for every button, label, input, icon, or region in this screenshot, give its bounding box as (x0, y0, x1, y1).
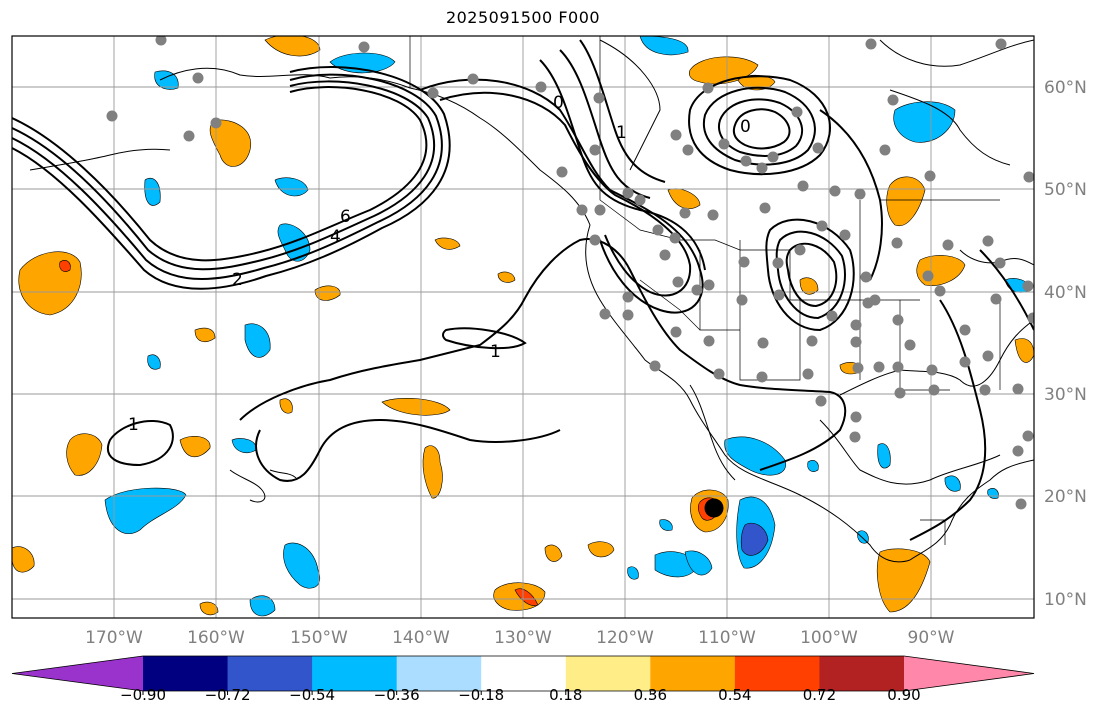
contour-label: 0 (740, 117, 751, 137)
longitude-labels: 170°W 160°W 150°W 140°W 130°W 120°W 110°… (85, 628, 955, 648)
graticule (12, 36, 1034, 618)
lon-label: 170°W (85, 628, 143, 648)
colorbar-band (143, 656, 229, 691)
station-markers (106, 36, 1034, 510)
lat-label: 10°N (1044, 590, 1087, 610)
map-title: 2025091500 F000 (445, 8, 601, 27)
colorbar-band (819, 656, 905, 691)
contour-label: 1 (490, 342, 501, 362)
contour-label: 1 (616, 123, 627, 143)
lat-label: 30°N (1044, 385, 1087, 405)
colorbar: −0.90 −0.72 −0.54 −0.36 −0.18 0.18 0.36 0.54 0.7… (11, 655, 1035, 704)
lat-label: 60°N (1044, 78, 1087, 98)
lon-label: 150°W (290, 628, 348, 648)
lon-label: 90°W (908, 628, 955, 648)
colorbar-extend-max (904, 656, 1034, 691)
contour-label: 6 (340, 207, 351, 227)
colorbar-band (734, 656, 820, 691)
colorbar-band (396, 656, 482, 691)
colorbar-tick-label: −0.36 (374, 686, 420, 704)
colorbar-tick-label: −0.18 (458, 686, 504, 704)
contour-label: 2 (232, 270, 243, 290)
contour-label: 0 (553, 93, 564, 113)
colorbar-band (312, 656, 398, 691)
lon-label: 120°W (596, 628, 654, 648)
colorbar-tick-label: −0.72 (205, 686, 251, 704)
coastlines (29, 39, 1034, 563)
colorbar-tick-label: 0.90 (887, 686, 920, 704)
colorbar-extend-min (12, 656, 143, 691)
lon-label: 100°W (800, 628, 858, 648)
contour-label: 1 (128, 415, 139, 435)
contour-label: 4 (330, 227, 341, 247)
colorbar-band (650, 656, 736, 691)
colorbar-tick-label: −0.54 (289, 686, 335, 704)
lon-label: 130°W (494, 628, 552, 648)
latitude-labels: 60°N 50°N 40°N 30°N 20°N 10°N (1044, 78, 1087, 610)
colorbar-tick-label: 0.54 (718, 686, 751, 704)
contour-lines (12, 39, 1034, 541)
colorbar-band (565, 656, 651, 691)
colorbar-tick-label: 0.36 (634, 686, 667, 704)
colorbar-band (481, 656, 567, 691)
lon-label: 160°W (187, 628, 245, 648)
lon-label: 110°W (698, 628, 756, 648)
lat-label: 40°N (1044, 283, 1087, 303)
lon-label: 140°W (392, 628, 450, 648)
map-frame (11, 35, 1035, 619)
lat-label: 50°N (1044, 180, 1087, 200)
lat-label: 20°N (1044, 487, 1087, 507)
colorbar-tick-label: 0.18 (549, 686, 582, 704)
colorbar-tick-label: 0.72 (803, 686, 836, 704)
colorbar-band (227, 656, 313, 691)
colorbar-tick-label: −0.90 (120, 686, 166, 704)
storm-center-marker (704, 498, 724, 518)
contour-labels: 2 4 6 1 1 1 0 0 (128, 93, 751, 435)
